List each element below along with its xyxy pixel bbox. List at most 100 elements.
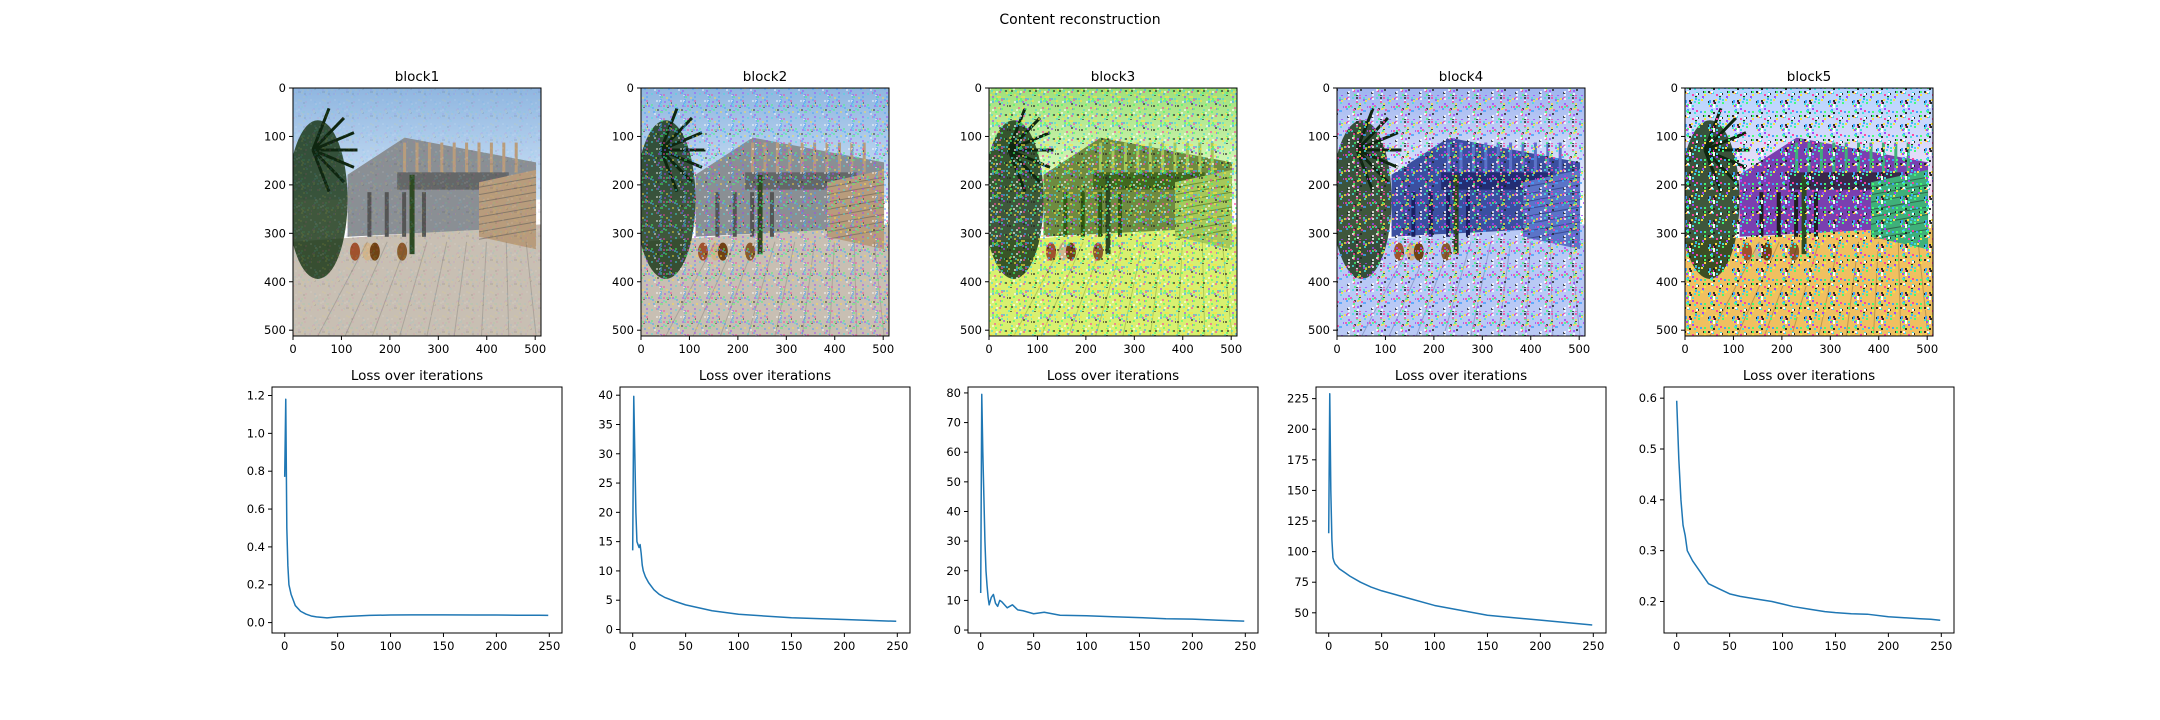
x-tick-label: 50 xyxy=(1374,639,1389,653)
y-tick-label: 0.6 xyxy=(247,502,265,516)
y-tick-label: 20 xyxy=(598,505,613,519)
x-tick-label: 150 xyxy=(1824,639,1846,653)
y-tick-label: 400 xyxy=(1308,275,1330,289)
plot-frame xyxy=(619,386,911,634)
y-tick-label: 100 xyxy=(1287,545,1309,559)
x-tick-label: 100 xyxy=(678,342,700,356)
x-tick-label: 0 xyxy=(1681,342,1688,356)
x-tick-label: 250 xyxy=(886,639,908,653)
y-tick-label: 35 xyxy=(598,417,613,431)
y-tick-label: 0 xyxy=(627,81,634,95)
y-tick-label: 1.2 xyxy=(247,389,265,403)
x-tick-label: 400 xyxy=(1172,342,1194,356)
image-panel-title: block4 xyxy=(1439,69,1483,85)
x-tick-label: 300 xyxy=(1471,342,1493,356)
y-tick-label: 300 xyxy=(1308,226,1330,240)
x-tick-label: 300 xyxy=(427,342,449,356)
y-tick-label: 500 xyxy=(1308,323,1330,337)
y-tick-label: 10 xyxy=(946,593,961,607)
image-panel-title: block2 xyxy=(743,69,787,85)
plot-frame xyxy=(1663,386,1955,634)
x-tick-label: 300 xyxy=(775,342,797,356)
x-tick-label: 200 xyxy=(1771,342,1793,356)
chart-title: Loss over iterations xyxy=(699,368,831,384)
y-tick-label: 225 xyxy=(1287,392,1309,406)
x-tick-label: 100 xyxy=(330,342,352,356)
y-tick-label: 0.0 xyxy=(247,616,265,630)
image-panel-title: block1 xyxy=(395,69,439,85)
image-frame xyxy=(988,87,1238,337)
x-tick-label: 100 xyxy=(1722,342,1744,356)
image-panel-title: block5 xyxy=(1787,69,1831,85)
chart-title: Loss over iterations xyxy=(351,368,483,384)
x-tick-label: 100 xyxy=(380,639,402,653)
x-tick-label: 200 xyxy=(1075,342,1097,356)
y-tick-label: 0.4 xyxy=(1639,493,1657,507)
y-tick-label: 200 xyxy=(960,178,982,192)
y-tick-label: 1.0 xyxy=(247,426,265,440)
x-tick-label: 400 xyxy=(824,342,846,356)
y-tick-label: 200 xyxy=(1308,178,1330,192)
y-tick-label: 75 xyxy=(1294,575,1309,589)
image-frame xyxy=(640,87,890,337)
y-tick-label: 70 xyxy=(946,416,961,430)
x-tick-label: 250 xyxy=(538,639,560,653)
x-tick-label: 0 xyxy=(1673,639,1680,653)
chart-title: Loss over iterations xyxy=(1047,368,1179,384)
y-tick-label: 40 xyxy=(946,504,961,518)
image-block4 xyxy=(1337,88,1585,336)
y-tick-label: 125 xyxy=(1287,514,1309,528)
x-tick-label: 100 xyxy=(1076,639,1098,653)
x-tick-label: 100 xyxy=(1772,639,1794,653)
image-panel-title: block3 xyxy=(1091,69,1135,85)
y-tick-label: 300 xyxy=(612,226,634,240)
x-tick-label: 500 xyxy=(872,342,894,356)
y-tick-label: 500 xyxy=(612,323,634,337)
loss-series-line xyxy=(1327,392,1593,626)
x-tick-label: 250 xyxy=(1930,639,1952,653)
image-row: block1 0 100 200 300 400 500 0 100 200 300 400 500 bl… xyxy=(264,69,1938,356)
x-tick-label: 50 xyxy=(1722,639,1737,653)
x-tick-label: 500 xyxy=(1220,342,1242,356)
x-tick-label: 400 xyxy=(1520,342,1542,356)
loss-chart-5: Loss over iterations 0 50 100 150 200 250 0.2 0.… xyxy=(1639,368,1955,653)
y-tick-label: 500 xyxy=(960,323,982,337)
y-tick-label: 80 xyxy=(946,386,961,400)
x-tick-label: 500 xyxy=(1916,342,1938,356)
y-tick-label: 30 xyxy=(598,447,613,461)
y-tick-label: 100 xyxy=(1308,129,1330,143)
y-tick-label: 400 xyxy=(1656,275,1678,289)
y-tick-label: 175 xyxy=(1287,453,1309,467)
y-tick-label: 150 xyxy=(1287,483,1309,497)
x-tick-label: 50 xyxy=(330,639,345,653)
y-tick-label: 200 xyxy=(264,178,286,192)
y-tick-label: 300 xyxy=(264,226,286,240)
x-tick-label: 200 xyxy=(1877,639,1899,653)
x-tick-label: 200 xyxy=(485,639,507,653)
plot-frame xyxy=(271,386,563,634)
loss-series-line xyxy=(283,398,549,619)
x-tick-label: 200 xyxy=(727,342,749,356)
x-tick-label: 0 xyxy=(629,639,636,653)
image-block3 xyxy=(989,88,1237,336)
y-tick-label: 100 xyxy=(1656,129,1678,143)
y-tick-label: 0 xyxy=(606,622,613,636)
plot-frame xyxy=(1315,386,1607,634)
y-tick-label: 100 xyxy=(612,129,634,143)
x-tick-label: 400 xyxy=(1868,342,1890,356)
x-tick-label: 250 xyxy=(1582,639,1604,653)
loss-series-line xyxy=(979,393,1245,622)
y-tick-label: 50 xyxy=(946,475,961,489)
x-tick-label: 500 xyxy=(524,342,546,356)
x-tick-label: 200 xyxy=(1181,639,1203,653)
x-tick-label: 100 xyxy=(1424,639,1446,653)
y-tick-label: 200 xyxy=(1287,422,1309,436)
y-tick-label: 100 xyxy=(264,129,286,143)
y-tick-label: 0.8 xyxy=(247,464,265,478)
x-tick-label: 400 xyxy=(476,342,498,356)
y-tick-label: 0 xyxy=(954,623,961,637)
x-tick-label: 150 xyxy=(780,639,802,653)
